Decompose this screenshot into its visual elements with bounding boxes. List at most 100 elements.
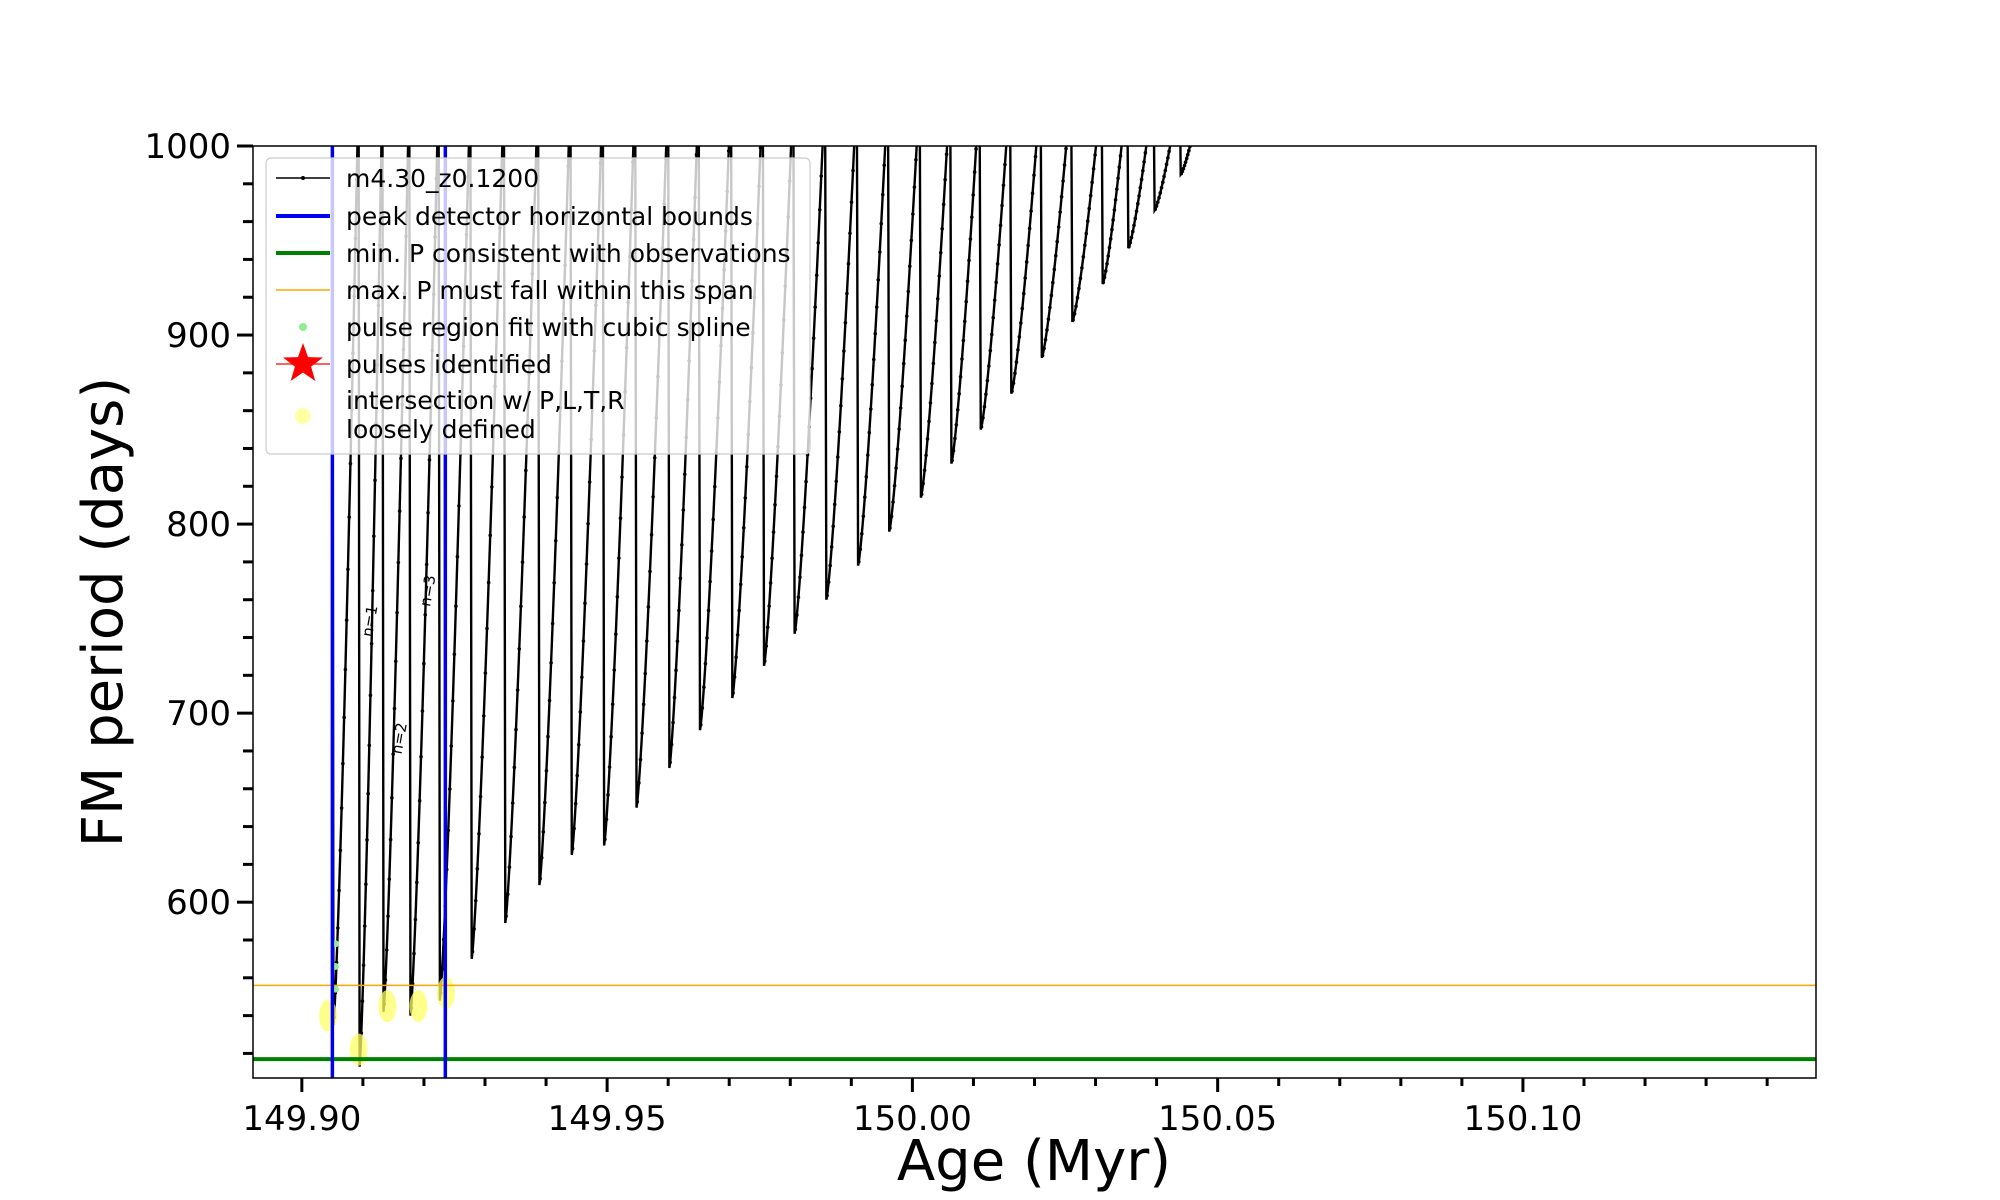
pulse-marker [991,315,996,320]
pulse-marker [1134,209,1139,214]
pulse-marker [1021,291,1026,296]
y-tick-label: 900 [166,316,231,356]
pulse-marker [613,632,618,636]
pulse-marker [864,474,869,479]
pulse-marker [1143,151,1148,155]
pulse-marker [1019,321,1023,325]
pulse-marker [1003,162,1007,167]
pulse-marker [677,608,681,613]
pulse-marker [731,691,735,695]
pulse-marker [935,296,940,301]
pulse-marker [774,474,779,479]
pulse-marker [694,152,699,157]
pulse-marker [1132,223,1136,228]
pulse-marker [982,404,987,409]
pulse-marker [970,215,974,219]
pulse-marker [816,241,821,245]
pulse-marker [578,710,583,714]
pulse-marker [343,667,348,672]
pulse-marker [410,981,415,986]
pulse-marker [873,331,878,336]
pulse-marker [933,340,937,345]
pulse-marker [937,274,942,278]
pulse-marker [580,675,584,680]
x-axis-ticks: 149.90 149.95 150.00 150.05 150.10 [242,1078,1769,1139]
pulse-marker [894,466,898,470]
pulse-marker [1113,197,1118,202]
pulse-markers-16 [793,174,824,632]
pulse-marker [575,773,580,778]
pulse-marker [1111,218,1115,222]
pulse-marker [767,604,771,608]
pulse-marker [845,291,849,296]
pulse-marker [1088,193,1093,198]
legend-handle [299,323,307,331]
pulse-marker [1180,169,1185,174]
pulse-marker [1162,174,1166,179]
legend-item: peak detector horizontal bounds [276,202,753,231]
pulse-marker [1106,254,1111,258]
pulse-marker [811,336,816,341]
pulse-marker [417,798,422,803]
pulse-marker [1081,255,1086,259]
pulse-marker [764,644,769,648]
pulse-marker [646,605,651,609]
pulse-marker [423,612,428,617]
legend-handle [283,343,323,381]
pulse-marker [740,555,745,559]
pulse-curve-29 [1179,146,1192,178]
pulse-marker [801,530,805,534]
pulse-marker [447,787,452,791]
pulse-marker [1083,243,1087,248]
pulse-marker [1138,185,1143,190]
pulse-marker [454,604,458,608]
pulse-marker [888,526,892,530]
pulse-marker [1048,305,1052,310]
legend-item: pulse region fit with cubic spline [299,313,751,342]
pulse-marker [473,898,478,903]
pulse-marker [475,866,480,871]
pulse-marker [615,595,620,599]
pulse-marker [1130,229,1135,234]
pulse-marker [555,495,560,500]
pulse-markers-25 [1071,153,1097,322]
pulse-marker [698,723,703,727]
pulse-marker [490,485,494,489]
x-tick-label: 150.10 [1463,1099,1582,1139]
pulse-marker [512,765,517,770]
pulse-marker [1078,276,1083,281]
pulse-marker [810,366,814,371]
pulse-marker [541,830,546,834]
pulse-marker [610,702,615,707]
pulse-marker [393,659,398,664]
pulse-marker [1053,253,1058,258]
pulse-marker [914,157,918,162]
loose-intersection-marker [378,990,397,1023]
pulse-marker [1056,225,1061,229]
pulse-marker [988,348,993,353]
pulse-marker [874,305,879,309]
pulse-marker [989,332,994,337]
pulse-marker [388,837,393,842]
pulse-markers-23 [1010,154,1038,393]
pulse-marker [672,695,677,700]
pulse-marker [837,430,842,434]
pulse-marker [835,455,840,459]
pulse-marker [967,258,971,263]
pulse-marker [1137,194,1141,198]
legend-label: pulse region fit with cubic spline [346,313,751,342]
pulse-marker [422,661,426,666]
pulse-markers-22 [979,162,1007,429]
pulse-marker [921,481,925,486]
pulse-marker [640,731,644,735]
pulse-marker [478,794,483,799]
pulse-marker [1027,226,1032,231]
pulse-marker [1166,156,1170,160]
pulse-marker [426,511,430,515]
pulse-marker [1185,152,1190,157]
pulse-marker [1182,163,1187,168]
pulse-marker [419,754,423,759]
pulse-marker [383,978,388,982]
pulse-label-1: n=1 [358,604,381,638]
pulse-marker [392,706,397,711]
